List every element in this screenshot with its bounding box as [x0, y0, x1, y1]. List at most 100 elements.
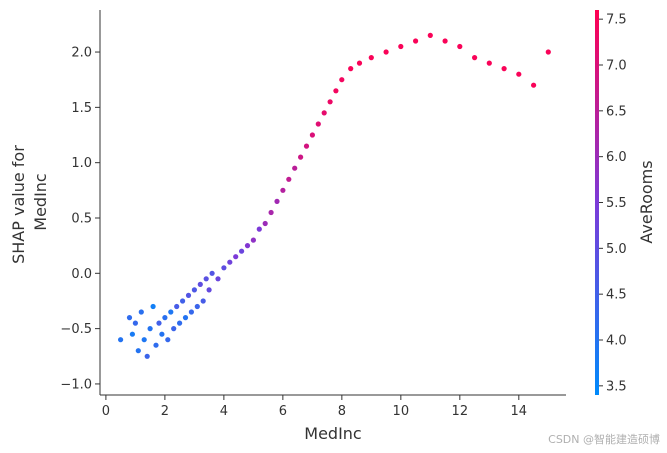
colorbar-tick-label: 5.5 [606, 196, 627, 211]
scatter-point [472, 55, 478, 61]
scatter-point [206, 287, 212, 293]
scatter-point [141, 337, 147, 343]
scatter-point [398, 43, 404, 50]
scatter-point [171, 326, 177, 332]
x-tick-label: 8 [338, 404, 346, 419]
scatter-point [233, 254, 239, 260]
colorbar-tick-label: 3.5 [606, 379, 627, 394]
scatter-point [315, 121, 321, 127]
x-ticks: 0 2 4 6 8 10 12 14 [102, 395, 527, 419]
scatter-point [280, 187, 286, 193]
y-axis-label: SHAP value for MedInc [9, 140, 50, 264]
scatter-point [383, 49, 389, 55]
scatter-point [197, 281, 203, 287]
scatter-point [182, 315, 189, 321]
scatter-point [256, 226, 262, 232]
colorbar-tick-label: 4.0 [606, 334, 627, 349]
colorbar-label: AveRooms [637, 160, 656, 243]
scatter-point [200, 298, 206, 304]
scatter-point [368, 55, 374, 61]
scatter-point [348, 66, 354, 72]
scatter-point [138, 309, 144, 315]
scatter-point [413, 38, 419, 44]
colorbar-tick-label: 7.0 [606, 59, 627, 74]
scatter-point [239, 248, 245, 254]
scatter-point [194, 303, 200, 310]
scatter-point [244, 243, 251, 249]
scatter-point [457, 43, 463, 50]
x-tick-label: 14 [511, 404, 528, 419]
scatter-point [442, 38, 448, 44]
x-tick-label: 10 [393, 404, 410, 419]
scatter-point [135, 348, 141, 354]
colorbar [595, 10, 599, 395]
x-tick-label: 0 [102, 404, 110, 419]
scatter-point [188, 309, 194, 315]
scatter-point [165, 337, 171, 343]
x-tick-label: 4 [220, 404, 228, 419]
scatter-point [150, 303, 156, 310]
scatter-point [191, 287, 197, 293]
x-tick-label: 12 [452, 404, 469, 419]
colorbar-tick-label: 6.5 [606, 104, 627, 119]
y-tick-label: 0.5 [71, 211, 92, 226]
x-axis-label: MedInc [304, 424, 361, 443]
scatter-point [327, 99, 333, 105]
scatter-point [516, 71, 522, 77]
scatter-point [168, 309, 174, 315]
scatter-point [303, 143, 310, 149]
scatter-point [333, 88, 339, 94]
scatter-point [262, 220, 268, 227]
scatter-point [185, 292, 192, 298]
y-tick-label: −0.5 [60, 322, 92, 337]
scatter-point [545, 49, 551, 55]
scatter-point [339, 77, 345, 83]
scatter-point [309, 132, 315, 138]
scatter-point [203, 276, 209, 282]
y-tick-label: 0.0 [71, 267, 92, 282]
scatter-point [153, 342, 159, 348]
scatter-point [118, 337, 124, 343]
colorbar-tick-label: 7.5 [606, 13, 627, 28]
scatter-point [427, 32, 433, 39]
scatter-point [286, 176, 292, 182]
colorbar-tick-label: 6.0 [606, 150, 627, 165]
scatter-point [274, 198, 280, 204]
y-axis-label-line-1: SHAP value for [9, 145, 28, 264]
scatter-point [268, 209, 274, 216]
watermark: CSDN @智能建造硕博 [548, 432, 660, 446]
scatter-points [118, 32, 551, 359]
y-tick-label: 1.0 [71, 156, 92, 171]
x-tick-label: 2 [161, 404, 169, 419]
scatter-point [177, 320, 183, 326]
scatter-point [174, 303, 180, 310]
scatter-point [356, 60, 363, 66]
scatter-point [132, 320, 138, 326]
y-tick-label: 2.0 [71, 46, 92, 61]
colorbar-ticks: 3.5 4.0 4.5 5.0 5.5 6.0 6.5 7.0 7.5 [599, 13, 627, 394]
y-axis-label-line-2: MedInc [31, 173, 50, 230]
y-tick-label: 1.5 [71, 101, 92, 116]
scatter-point [250, 237, 256, 243]
colorbar-tick-label: 4.5 [606, 288, 627, 303]
y-tick-label: −1.0 [60, 377, 92, 392]
scatter-point [292, 165, 298, 171]
scatter-point [501, 66, 507, 72]
colorbar-tick-label: 5.0 [606, 242, 627, 257]
scatter-point [321, 110, 327, 116]
scatter-point [159, 331, 165, 337]
scatter-point [144, 353, 150, 359]
scatter-point [298, 154, 304, 160]
y-ticks: −1.0 −0.5 0.0 0.5 1.0 1.5 2.0 [60, 46, 100, 392]
scatter-point [156, 320, 162, 326]
scatter-point [221, 265, 227, 271]
scatter-point [126, 315, 133, 321]
scatter-point [129, 331, 135, 337]
scatter-point [209, 270, 215, 276]
scatter-point [147, 326, 153, 332]
scatter-point [531, 82, 537, 88]
scatter-point [486, 60, 492, 66]
x-tick-label: 6 [279, 404, 287, 419]
scatter-point [180, 298, 186, 304]
